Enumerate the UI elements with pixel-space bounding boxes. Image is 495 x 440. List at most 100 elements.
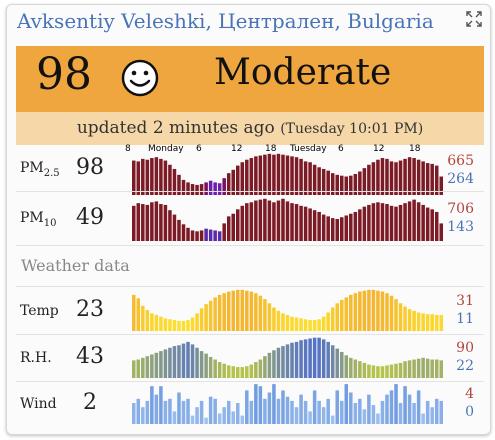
pm10-bar [168,210,172,241]
wind-bar [190,415,195,424]
rh-row[interactable]: R.H. 43 90 22 [16,336,484,380]
pm10-bar [276,200,281,241]
station-title[interactable]: Avksentiy Veleshki, Централен, Bulgaria [17,9,434,33]
wind-bar [222,407,226,424]
weather-section-title: Weather data [21,256,130,275]
rh-bar [272,350,276,378]
pm10-bar [303,206,308,241]
rh-bar [168,347,172,378]
wind-bar [425,400,430,424]
pm10-bar [299,205,303,241]
rh-bar [177,345,181,378]
temp-bar [362,290,367,331]
pm10-bar [172,214,177,241]
pm10-row[interactable]: PM10 49 706 143 [16,195,484,241]
pm10-bar [231,213,235,241]
rh-bar [226,365,231,378]
wind-row[interactable]: Wind 2 4 0 [16,382,484,426]
pm10-bar [434,211,439,241]
pm10-bar [367,204,371,241]
pm25-row[interactable]: PM2.5 98 665 264 [16,145,484,195]
divider [16,191,484,192]
pm25-bar [177,174,181,195]
rh-chart[interactable] [132,336,444,378]
pm10-bar [412,199,416,241]
wind-bar [430,407,434,424]
wind-bar [267,392,272,424]
pm10-bar [217,231,222,241]
temp-chart[interactable] [132,289,444,331]
wind-chart[interactable] [132,382,444,424]
rh-bar [349,357,353,378]
pm10-bar [195,231,199,241]
pm25-bar [258,155,263,195]
rh-bar [136,359,141,378]
wind-max: 4 [465,386,474,402]
pm25-chart[interactable] [132,153,444,195]
rh-bar [362,362,367,378]
wind-bar [240,415,245,424]
temp-bar [326,312,330,331]
temp-bar [376,290,380,331]
pm25-bar [240,162,245,195]
temp-bar [353,293,358,331]
rh-bar [141,357,145,378]
temp-bar [195,313,199,331]
wind-bar [340,400,344,424]
rh-bar [407,360,412,378]
temp-row[interactable]: Temp 23 31 11 [16,289,484,333]
temp-bar [317,319,321,331]
wind-bar [132,403,136,424]
temp-bar [222,293,226,331]
smiley-face-icon [121,59,159,97]
temp-bar [421,313,425,331]
pm10-bar [362,206,367,241]
pm10-bar [290,203,294,241]
wind-bar [290,400,294,424]
pm25-bar [281,154,285,195]
pm10-bar [154,201,159,241]
temp-bar [249,291,254,331]
wind-bar [330,415,335,424]
temp-bar [208,300,213,331]
pm25-bar [249,158,254,195]
pm10-bar [226,216,231,241]
pm10-bar [258,199,263,241]
pm10-chart[interactable] [132,197,444,241]
rh-bar [145,356,150,378]
wind-bar [208,396,213,424]
temp-bar [226,291,231,331]
temp-bar [290,316,294,331]
temp-bar [141,305,145,331]
pm10-bar [222,223,226,241]
rh-bar [394,363,398,378]
temp-bar [439,315,443,331]
rh-bar [154,352,159,378]
pm25-bar [294,157,299,195]
temp-bar [321,316,326,331]
rh-bar [236,367,240,378]
temp-bar [181,320,186,331]
rh-bar [398,362,403,378]
axis-label-8: 8 [125,144,131,154]
temp-bar [145,310,150,331]
temp-bar [385,293,389,331]
pm25-bar [163,160,168,195]
pm10-bar [190,230,195,241]
expand-icon[interactable] [466,11,482,27]
wind-bar [362,409,367,424]
pm10-bar [380,203,385,241]
pm25-max: 665 [447,153,474,169]
temp-bar [349,294,353,331]
pm25-bar [394,162,398,195]
rh-bar [132,360,136,378]
temp-bar [335,303,339,331]
pm10-bar [353,211,358,241]
wind-bar [385,394,389,424]
pm10-min: 143 [447,219,474,235]
wind-bar [159,386,163,424]
pm10-bar [376,202,380,241]
rh-bar [385,365,389,378]
temp-bar [285,315,290,331]
temp-bar [394,299,398,331]
